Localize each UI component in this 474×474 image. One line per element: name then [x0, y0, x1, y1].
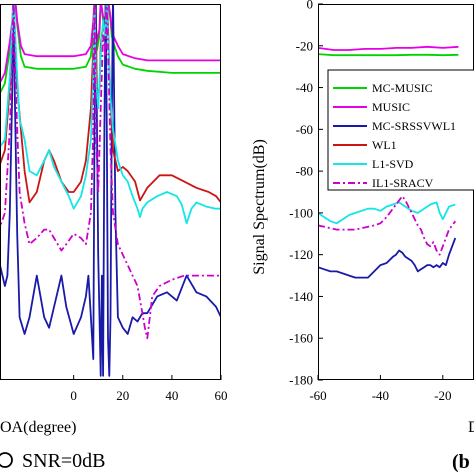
right-plot-frame: [318, 4, 474, 380]
legend-label-l1-svd: L1-SVD: [372, 157, 414, 171]
legend-items: MC-MUSIC MUSIC MC-SRSSVWL1 WL1 L1-SVD IL1-SRA…: [333, 81, 456, 190]
legend-label-mc-srssvwl1: MC-SRSSVWL1: [372, 119, 456, 133]
left-caption: SNR=0dB: [22, 450, 106, 472]
right-y-tick-label: 0: [307, 0, 314, 12]
left-x-tick-label: 60: [215, 388, 228, 403]
right-series-il1-sracv: [318, 195, 457, 256]
legend-label-il1-sracv: IL1-SRACV: [372, 176, 434, 190]
right-caption: (b: [452, 451, 470, 473]
right-y-tick-label: -20: [296, 38, 313, 53]
left-series-il1-sracv: [0, 4, 221, 340]
left-x-ticks: 0 20 40 60: [70, 375, 228, 403]
right-y-tick-label: -160: [289, 331, 313, 346]
right-series-wl1: [318, 166, 319, 169]
right-x-tick-label: -60: [309, 388, 326, 403]
right-series-group: [318, 45, 459, 279]
left-series-l1-svd: [0, 4, 221, 225]
left-x-tick-label: 40: [165, 388, 178, 403]
right-y-tick-label: -60: [296, 122, 313, 137]
left-chart-panel: 0 20 40 60 OA(degree) SNR=0dB: [0, 4, 228, 472]
legend-label-wl1: WL1: [372, 138, 397, 152]
legend-label-mc-music: MC-MUSIC: [372, 81, 433, 95]
legend-box: [327, 69, 474, 191]
right-y-tick-label: -120: [289, 247, 313, 262]
right-x-axis-label: D: [468, 419, 474, 436]
legend-label-music: MUSIC: [372, 100, 410, 114]
left-series-music: [0, 4, 221, 85]
right-y-tick-label: -140: [289, 289, 313, 304]
right-y-tick-label: -40: [296, 80, 313, 95]
snr-marker-icon: [0, 452, 13, 468]
left-x-axis-label: OA(degree): [0, 419, 76, 436]
right-y-ticks: 0 -20 -40 -60 -80 -100 -120 -140 -160 -180: [289, 0, 323, 388]
right-y-tick-label: -180: [289, 373, 313, 388]
right-chart-panel: 0 -20 -40 -60 -80 -100 -120 -140 -160 -180 -60 -40…: [251, 0, 474, 473]
left-series-group: [0, 4, 221, 377]
right-series-l1-svd: [318, 201, 456, 225]
left-x-tick-label: 0: [70, 388, 77, 403]
right-y-tick-label: -100: [289, 205, 313, 220]
left-x-tick-label: 20: [116, 388, 129, 403]
legend: MC-MUSIC MUSIC MC-SRSSVWL1 WL1 L1-SVD IL1-SRA…: [327, 69, 474, 191]
left-plot-frame: [0, 4, 221, 380]
right-y-axis-label: Signal Spectrum(dB): [251, 139, 268, 275]
right-y-tick-label: -80: [296, 164, 313, 179]
right-series-mc-music: [318, 53, 459, 57]
right-series-music: [318, 45, 459, 51]
right-x-ticks: -60 -40 -20: [309, 375, 451, 403]
right-x-tick-label: -40: [372, 388, 389, 403]
right-x-tick-label: -20: [434, 388, 451, 403]
right-series-mc-srssvwl1: [318, 237, 457, 279]
